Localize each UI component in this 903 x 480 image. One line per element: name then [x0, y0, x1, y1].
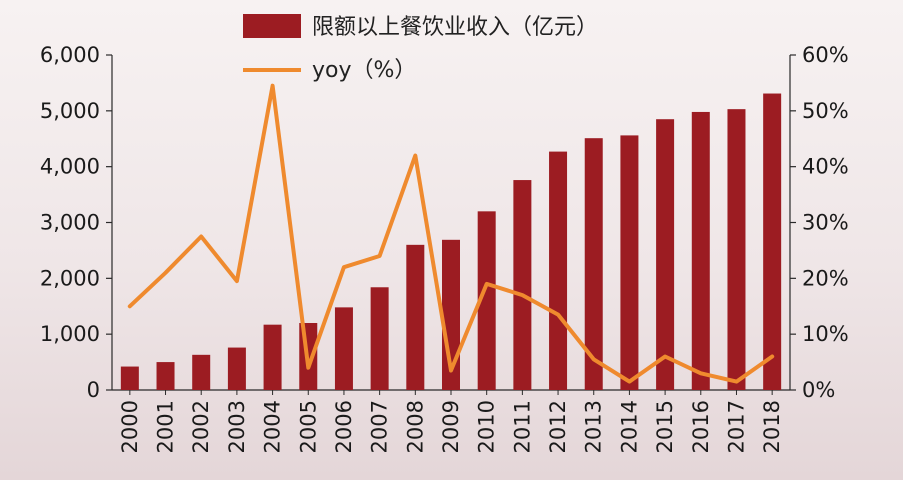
right-axis-tick-label: 20%	[802, 266, 849, 290]
x-axis-tick-label: 2007	[368, 400, 392, 453]
legend-line-label: yoy（%）	[312, 58, 416, 83]
bar-2015	[656, 119, 675, 390]
bar-2013	[584, 138, 603, 390]
right-axis-tick-label: 0%	[802, 378, 835, 402]
yoy-point-2017	[734, 380, 738, 384]
yoy-point-2006	[342, 265, 346, 269]
yoy-point-2015	[663, 355, 667, 358]
bar-2007	[370, 287, 389, 390]
yoy-point-2007	[378, 254, 382, 258]
yoy-point-2010	[485, 282, 489, 286]
bar-2003	[227, 347, 246, 390]
x-axis-tick-label: 2014	[617, 400, 641, 453]
yoy-point-2008	[413, 154, 417, 157]
x-axis-tick-label: 2004	[261, 400, 285, 453]
bar-2011	[513, 180, 532, 390]
yoy-point-2001	[164, 271, 168, 275]
yoy-point-2005	[306, 366, 310, 370]
bar-2008	[406, 244, 425, 390]
left-axis-tick-label: 5,000	[40, 99, 100, 123]
x-axis-tick-label: 2005	[296, 400, 320, 453]
x-axis-tick-label: 2010	[475, 400, 499, 453]
x-axis-tick-label: 2006	[332, 400, 356, 453]
x-axis-tick-label: 2008	[403, 400, 427, 453]
yoy-point-2012	[556, 313, 560, 317]
yoy-point-2003	[235, 279, 239, 283]
x-axis-tick-label: 2001	[154, 400, 178, 453]
yoy-point-2013	[592, 357, 596, 361]
yoy-point-2018	[770, 355, 774, 358]
right-axis-tick-label: 60%	[802, 43, 849, 67]
x-axis-tick-label: 2011	[510, 400, 534, 453]
x-axis-tick-label: 2016	[689, 400, 713, 453]
bar-2014	[620, 135, 639, 390]
x-axis-tick-label: 2017	[724, 400, 748, 453]
bar-2016	[691, 111, 710, 390]
left-axis-tick-label: 4,000	[40, 155, 100, 179]
x-axis-tick-label: 2012	[546, 400, 570, 453]
left-axis-tick-label: 3,000	[40, 211, 100, 235]
bar-2000	[120, 366, 139, 390]
bar-2012	[549, 151, 568, 390]
bar-2010	[477, 211, 496, 390]
left-axis-tick-label: 2,000	[40, 266, 100, 290]
right-axis-tick-label: 30%	[802, 211, 849, 235]
x-axis-tick-label: 2000	[118, 400, 142, 453]
x-axis-tick-label: 2015	[653, 400, 677, 453]
left-axis-tick-label: 1,000	[40, 322, 100, 346]
yoy-point-2002	[199, 234, 203, 238]
bar-2002	[192, 354, 211, 390]
x-axis-tick-label: 2009	[439, 400, 463, 453]
x-axis-tick-label: 2018	[760, 400, 784, 453]
yoy-point-2011	[520, 293, 524, 297]
x-axis-tick-label: 2013	[582, 400, 606, 453]
left-axis-tick-label: 0	[87, 378, 100, 402]
x-axis-tick-label: 2003	[225, 400, 249, 453]
legend-bar-swatch	[243, 14, 301, 38]
right-axis-tick-label: 10%	[802, 322, 849, 346]
yoy-point-2004	[271, 84, 275, 88]
legend-bar-label: 限额以上餐饮业收入（亿元）	[312, 15, 598, 40]
yoy-point-2016	[699, 371, 703, 375]
right-axis-tick-label: 50%	[802, 99, 849, 123]
yoy-point-2014	[627, 380, 631, 384]
right-axis-tick-label: 40%	[802, 155, 849, 179]
bar-2001	[156, 362, 175, 390]
x-axis-tick-label: 2002	[189, 400, 213, 453]
bar-2006	[334, 307, 353, 390]
yoy-point-2000	[128, 304, 132, 308]
left-axis-tick-label: 6,000	[40, 43, 100, 67]
bar-2017	[727, 109, 746, 391]
yoy-point-2009	[449, 368, 453, 372]
bar-2004	[263, 324, 282, 390]
bar-2018	[763, 93, 782, 391]
